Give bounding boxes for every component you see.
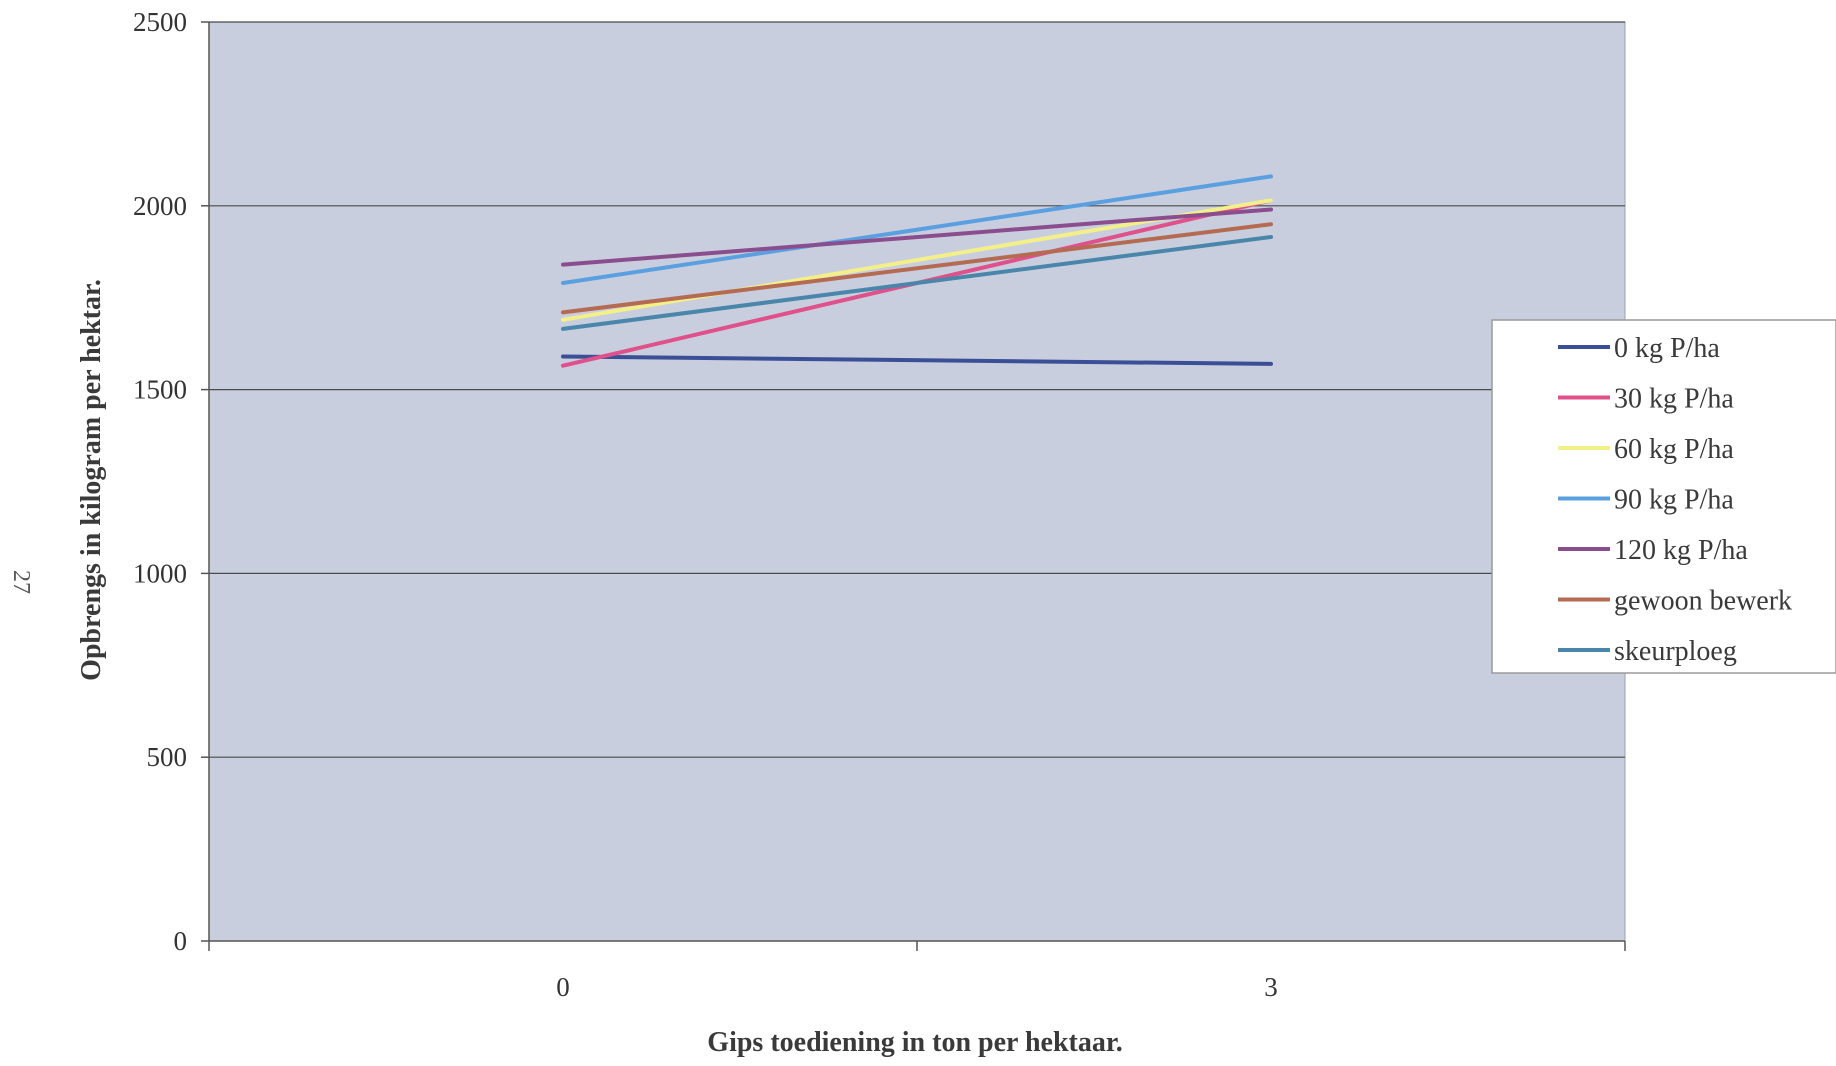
- series-line-6: [561, 235, 1273, 331]
- y-axis-ticks: 0 500 1000 1500 2000 2500: [133, 7, 209, 956]
- legend-label: skeurploeg: [1614, 636, 1737, 667]
- x-tick-label: 3: [1264, 972, 1278, 1002]
- legend-box: [1491, 319, 1836, 674]
- legend: 0 kg P/ha 30 kg P/ha 60 kg P/ha 90 kg P/ha 1…: [1491, 319, 1836, 674]
- y-axis-title: Opbrengs in kilogram per hektar.: [76, 279, 107, 681]
- page-number: 27: [8, 570, 34, 594]
- legend-label: 30 kg P/ha: [1614, 384, 1734, 415]
- gridlines: [209, 21, 1625, 758]
- y-tick-label: 500: [147, 742, 188, 772]
- legend-label: 90 kg P/ha: [1614, 485, 1734, 516]
- y-tick-label: 2000: [133, 191, 187, 221]
- series-line-5: [561, 222, 1273, 315]
- x-tick-label: 0: [556, 972, 570, 1002]
- y-tick-label: 2500: [133, 7, 187, 37]
- series-line-4: [561, 207, 1273, 267]
- plot-area: [208, 21, 1626, 942]
- legend-label: 120 kg P/ha: [1614, 535, 1748, 566]
- legend-label: 60 kg P/ha: [1614, 434, 1734, 465]
- series-line-3: [561, 174, 1273, 285]
- x-axis-title: Gips toediening in ton per hektaar.: [707, 1027, 1122, 1058]
- y-tick-label: 0: [174, 926, 188, 956]
- y-tick-label: 1500: [133, 375, 187, 405]
- legend-label: gewoon bewerk: [1614, 586, 1792, 617]
- series-line-0: [561, 354, 1273, 366]
- legend-label: 0 kg P/ha: [1614, 333, 1720, 364]
- data-series: [561, 174, 1273, 368]
- y-tick-label: 1000: [133, 558, 187, 588]
- legend-items: 0 kg P/ha 30 kg P/ha 60 kg P/ha 90 kg P/ha 1…: [1558, 333, 1792, 667]
